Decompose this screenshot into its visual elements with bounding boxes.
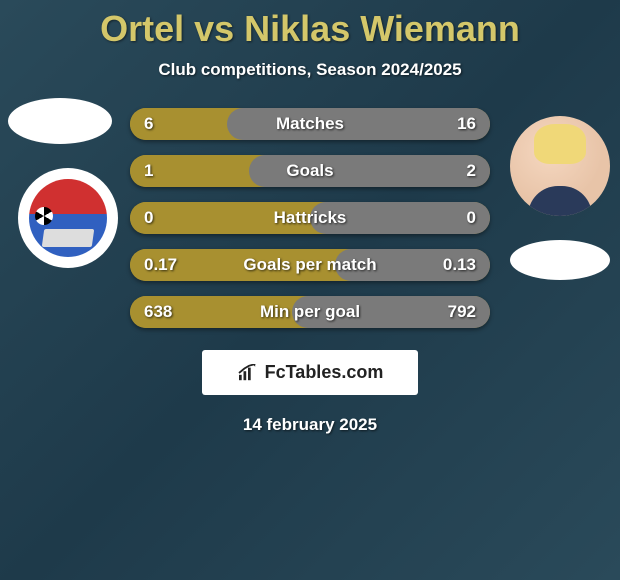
stat-bar: 6 16 Matches: [130, 108, 490, 140]
stat-left-value: 6: [144, 114, 153, 134]
page-subtitle: Club competitions, Season 2024/2025: [0, 60, 620, 80]
stat-label: Goals per match: [243, 255, 376, 275]
stat-right-value: 2: [467, 161, 476, 181]
stat-label: Hattricks: [274, 208, 347, 228]
stat-bar-right-fill: [249, 155, 490, 187]
stat-right-value: 0: [467, 208, 476, 228]
stat-bar: 1 2 Goals: [130, 155, 490, 187]
stat-right-value: 792: [448, 302, 476, 322]
stats-bars: 6 16 Matches 1 2 Goals 0 0 Hattricks 0.17 0.13 Goal…: [130, 108, 490, 328]
stat-label: Matches: [276, 114, 344, 134]
stat-bar: 0.17 0.13 Goals per match: [130, 249, 490, 281]
stat-left-value: 1: [144, 161, 153, 181]
player-left-club-logo: [18, 168, 118, 268]
player-right-avatar: [510, 116, 610, 216]
chart-icon: [237, 364, 259, 382]
stat-right-value: 16: [457, 114, 476, 134]
stat-left-value: 0.17: [144, 255, 177, 275]
stat-left-value: 638: [144, 302, 172, 322]
stat-label: Goals: [286, 161, 333, 181]
brand-label: FcTables.com: [265, 362, 384, 383]
player-right-club-logo: [510, 240, 610, 280]
stat-left-value: 0: [144, 208, 153, 228]
stat-bar: 0 0 Hattricks: [130, 202, 490, 234]
stat-bar: 638 792 Min per goal: [130, 296, 490, 328]
page-title: Ortel vs Niklas Wiemann: [0, 0, 620, 50]
stat-label: Min per goal: [260, 302, 360, 322]
comparison-area: 6 16 Matches 1 2 Goals 0 0 Hattricks 0.17 0.13 Goal…: [0, 108, 620, 435]
stat-bar-right-fill: [227, 108, 490, 140]
brand-badge[interactable]: FcTables.com: [202, 350, 418, 395]
stat-right-value: 0.13: [443, 255, 476, 275]
player-left-avatar: [8, 98, 112, 144]
footer-date: 14 february 2025: [0, 415, 620, 435]
club-badge-icon: [29, 179, 107, 257]
